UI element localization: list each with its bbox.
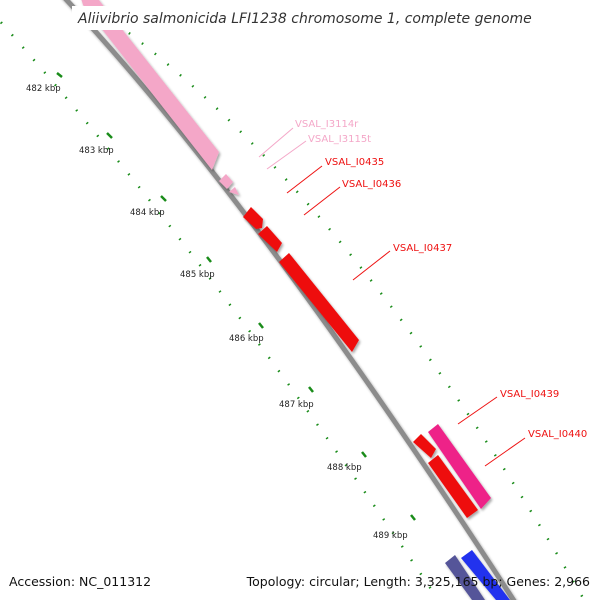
- tick-label: 483 kbp: [79, 146, 114, 156]
- map-title: Aliivibrio salmonicida LFI1238 chromosom…: [77, 11, 532, 27]
- gene-feature-vsal-i3114r: [219, 174, 233, 189]
- leader-lines: [258, 127, 526, 467]
- tick-mark-482: [56, 72, 63, 78]
- tick-mark-484: [160, 195, 167, 202]
- tick-mark-489: [410, 514, 416, 521]
- tick-label: 485 kbp: [180, 270, 215, 280]
- gene-feature-vsal-i0439: [428, 455, 478, 518]
- chromosome-backbone: [63, 0, 517, 600]
- tick-mark-485: [206, 256, 212, 263]
- leader-line-vsal-i0439: [457, 396, 498, 425]
- gene-label-vsal-i0437: VSAL_I0437: [393, 243, 452, 254]
- accession-text: Accession: NC_011312: [9, 574, 152, 589]
- tick-label: 484 kbp: [130, 208, 165, 218]
- gene-feature-vsal-i0436: [258, 226, 282, 252]
- leader-line-vsal-i0436: [303, 186, 341, 216]
- gene-labels: VSAL_I3114r VSAL_I3115t VSAL_I0435 VSAL_…: [295, 119, 587, 440]
- gene-label-vsal-i3114r: VSAL_I3114r: [295, 119, 359, 130]
- gene-label-vsal-i0436: VSAL_I0436: [342, 179, 401, 190]
- tick-label: 489 kbp: [373, 531, 408, 541]
- gene-features: [81, 0, 510, 600]
- gene-feature-vsal-i0437: [279, 253, 359, 352]
- gene-label-vsal-i0439: VSAL_I0439: [500, 389, 559, 400]
- topology-text: Topology: circular; Length: 3,325,165 bp…: [246, 574, 590, 589]
- major-ticks: [56, 72, 416, 521]
- gene-feature-navy: [445, 555, 485, 600]
- inner-tick-ring: [0, 19, 440, 600]
- leader-line-vsal-i3114r: [258, 127, 294, 158]
- gene-feature-pink-large: [81, 0, 219, 170]
- tick-label: 482 kbp: [26, 84, 61, 94]
- gene-feature-vsal-i0435: [243, 207, 263, 229]
- gene-feature-red-small: [413, 434, 436, 458]
- tick-mark-483: [106, 132, 113, 139]
- gene-feature-vsal-i0440: [428, 424, 491, 509]
- gene-feature-vsal-i3115t: [229, 187, 239, 195]
- inner-tick-dots: [0, 19, 440, 600]
- title-backing: [72, 6, 534, 30]
- leader-line-vsal-i3115t: [266, 140, 307, 170]
- leader-line-vsal-i0437: [352, 250, 391, 281]
- leader-line-vsal-i0435: [286, 165, 323, 194]
- tick-label: 486 kbp: [229, 334, 264, 344]
- tick-label: 487 kbp: [279, 400, 314, 410]
- tick-mark-486: [258, 322, 264, 329]
- tick-mark-487: [308, 386, 314, 393]
- leader-line-vsal-i0440: [484, 437, 526, 467]
- tick-mark-488: [361, 451, 367, 458]
- gene-label-vsal-i0435: VSAL_I0435: [325, 157, 384, 168]
- gene-feature-blue: [461, 550, 510, 600]
- tick-label: 488 kbp: [327, 463, 362, 473]
- tick-labels: 482 kbp 483 kbp 484 kbp 485 kbp 486 kbp …: [26, 84, 408, 541]
- gene-label-vsal-i0440: VSAL_I0440: [528, 429, 587, 440]
- gene-label-vsal-i3115t: VSAL_I3115t: [308, 134, 371, 145]
